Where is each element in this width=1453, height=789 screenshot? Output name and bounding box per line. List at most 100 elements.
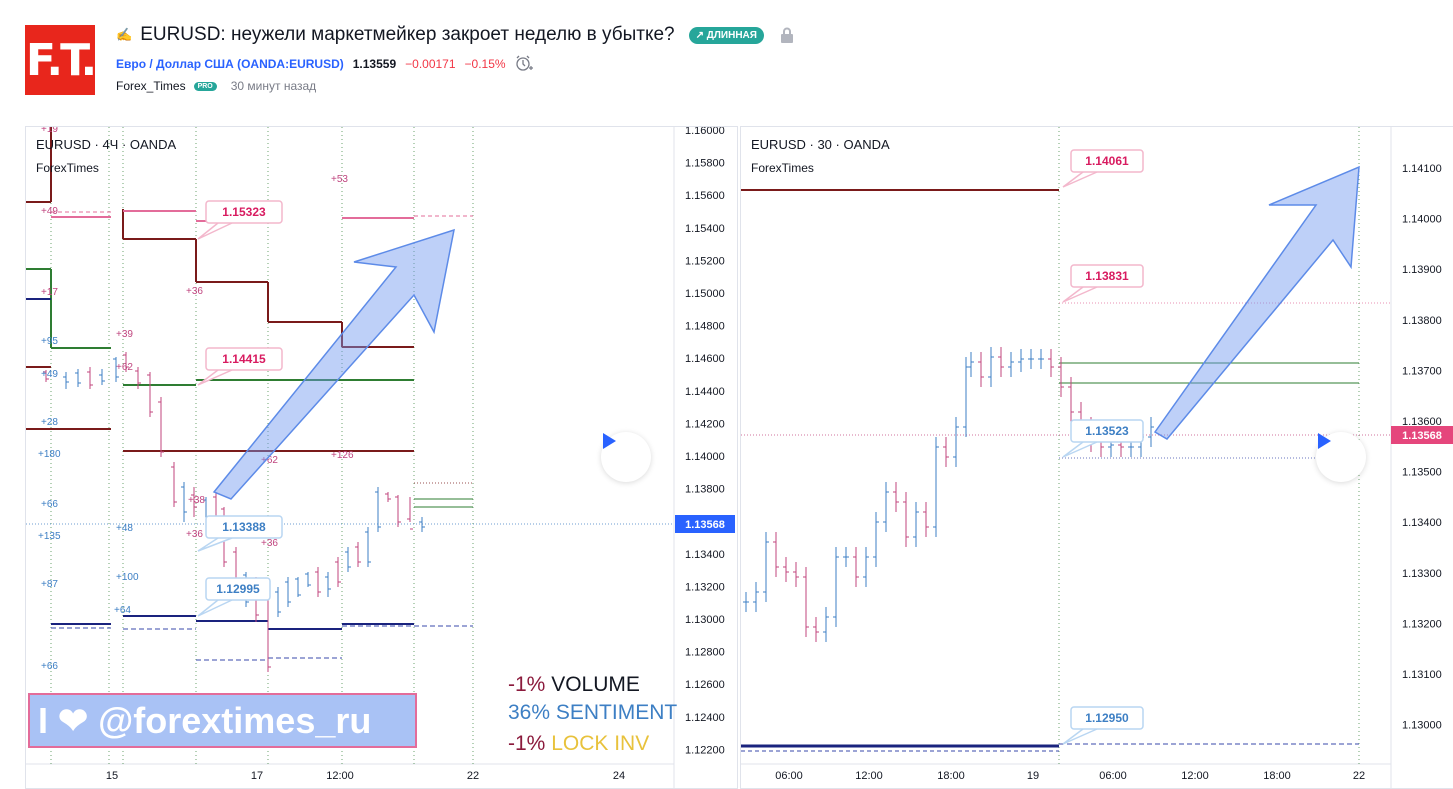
price-change: −0.00171 bbox=[405, 57, 456, 71]
time-label: 06:00 bbox=[775, 770, 803, 782]
left-chart-panel[interactable]: 1.16000 1.15800 1.15600 1.15400 1.15200 1.150… bbox=[25, 126, 738, 789]
logo-text: F.T. bbox=[25, 34, 97, 86]
callout-1-14415 bbox=[205, 347, 283, 371]
stat-lock-inv: -1% LOCK INV bbox=[508, 732, 649, 756]
volume-mark: +95 bbox=[41, 336, 58, 347]
price-tick: 1.13100 bbox=[1402, 669, 1442, 681]
callout-1-15323-tail bbox=[197, 222, 233, 240]
stat-sentiment: 36% SENTIMENT bbox=[508, 701, 677, 725]
lock-icon bbox=[780, 27, 793, 43]
callout-1-15323 bbox=[205, 200, 283, 224]
callout-1-14415-text: 1.14415 bbox=[222, 352, 266, 366]
price-tick: 1.15600 bbox=[685, 190, 725, 202]
volume-mark: +36 bbox=[261, 538, 278, 549]
price-tick: 1.13800 bbox=[1402, 315, 1442, 327]
price-change-pct: −0.15% bbox=[464, 57, 506, 71]
price-tick: 1.14100 bbox=[1402, 163, 1442, 175]
play-icon bbox=[603, 433, 616, 449]
symbol-row: Евро / Доллар США (OANDA:EURUSD) 1.13559… bbox=[116, 55, 533, 73]
time-label: 18:00 bbox=[1263, 770, 1291, 782]
callout-1-15323-text: 1.15323 bbox=[222, 205, 266, 219]
left-chart-canvas[interactable]: 1.16000 1.15800 1.15600 1.15400 1.15200 1.150… bbox=[26, 127, 737, 788]
volume-mark: +19 bbox=[41, 127, 58, 135]
play-button-left[interactable] bbox=[601, 432, 651, 482]
current-price-text: 1.13568 bbox=[1402, 430, 1442, 442]
price-tick: 1.13400 bbox=[685, 549, 725, 561]
price-tick: 1.13600 bbox=[1402, 416, 1442, 428]
callout-1-13831 bbox=[1070, 264, 1144, 288]
price-tick: 1.14800 bbox=[685, 321, 725, 333]
time-label: 15 bbox=[106, 770, 118, 782]
price-tick: 1.13800 bbox=[685, 484, 725, 496]
price-tick: 1.13000 bbox=[685, 614, 725, 626]
callout-1-13523-text: 1.13523 bbox=[1085, 424, 1129, 438]
volume-mark: +39 bbox=[116, 329, 133, 340]
callout-1-13831-tail bbox=[1062, 286, 1098, 303]
volume-mark: +17 bbox=[41, 287, 58, 298]
time-label: 19 bbox=[1027, 770, 1039, 782]
long-badge: ↗ ДЛИННАЯ bbox=[688, 26, 764, 44]
symbol-link[interactable]: Евро / Доллар США (OANDA:EURUSD) bbox=[116, 57, 344, 71]
current-price-tag bbox=[675, 515, 735, 533]
publish-time: 30 минут назад bbox=[230, 79, 317, 93]
price-tick: 1.13900 bbox=[1402, 264, 1442, 276]
pro-badge: PRO bbox=[193, 81, 217, 91]
price-tick: 1.15800 bbox=[685, 158, 725, 170]
right-chart-panel[interactable]: 1.14100 1.14000 1.13900 1.13800 1.13700 1.136… bbox=[740, 126, 1453, 789]
stat-volume: -1% VOLUME bbox=[508, 673, 640, 697]
play-icon bbox=[1318, 433, 1331, 449]
time-label: 12:00 bbox=[326, 770, 354, 782]
right-indicator-name: ForexTimes bbox=[751, 161, 814, 175]
author-logo[interactable]: F.T. bbox=[25, 25, 97, 95]
callout-1-13388-text: 1.13388 bbox=[222, 520, 266, 534]
price-tick: 1.13200 bbox=[1402, 618, 1442, 630]
idea-title-row: ✍ EURUSD: неужели маркетмейкер закроет н… bbox=[116, 24, 794, 46]
callout-1-12950 bbox=[1070, 706, 1144, 730]
callout-1-12995-tail bbox=[197, 599, 233, 617]
price-tick: 1.13400 bbox=[1402, 517, 1442, 529]
callout-1-14061 bbox=[1070, 149, 1144, 173]
price-tick: 1.13700 bbox=[1402, 365, 1442, 377]
promo-banner: I ❤ @forextimes_ru bbox=[28, 693, 417, 748]
price-tick: 1.13200 bbox=[685, 581, 725, 593]
price-tick: 1.14000 bbox=[685, 451, 725, 463]
left-chart-label: EURUSD · 4Ч · OANDA bbox=[36, 137, 177, 152]
pencil-icon: ✍ bbox=[116, 27, 133, 42]
price-tick: 1.15200 bbox=[685, 255, 725, 267]
volume-mark: +62 bbox=[261, 455, 278, 466]
callout-1-14061-tail bbox=[1062, 171, 1098, 188]
play-button-right[interactable] bbox=[1316, 432, 1366, 482]
arrow-up-icon bbox=[212, 228, 455, 500]
time-label: 18:00 bbox=[937, 770, 965, 782]
stat-lock-inv-name: LOCK INV bbox=[551, 732, 650, 755]
callout-1-12995 bbox=[205, 577, 271, 601]
volume-mark: +66 bbox=[41, 499, 58, 510]
price-tick: 1.14200 bbox=[685, 418, 725, 430]
volume-mark: +53 bbox=[331, 174, 348, 185]
alarm-icon[interactable] bbox=[515, 55, 533, 73]
author-name[interactable]: Forex_Times bbox=[116, 79, 186, 93]
price-tick: 1.15400 bbox=[685, 223, 725, 235]
stat-sentiment-pct: 36% bbox=[508, 701, 551, 724]
callout-1-13523 bbox=[1070, 419, 1144, 443]
callout-1-14415-tail bbox=[197, 369, 233, 386]
volume-mark: +64 bbox=[114, 605, 131, 616]
author-row: Forex_Times PRO 30 минут назад bbox=[116, 79, 316, 93]
right-chart-canvas[interactable]: 1.14100 1.14000 1.13900 1.13800 1.13700 1.136… bbox=[741, 127, 1453, 788]
price-tick: 1.14600 bbox=[685, 353, 725, 365]
price-tick: 1.12800 bbox=[685, 647, 725, 659]
volume-mark: +180 bbox=[38, 449, 61, 460]
time-label: 12:00 bbox=[1181, 770, 1209, 782]
current-price-text: 1.13568 bbox=[685, 519, 725, 531]
volume-mark: +126 bbox=[331, 450, 354, 461]
price-tick: 1.13300 bbox=[1402, 568, 1442, 580]
volume-mark: +135 bbox=[38, 531, 61, 542]
price-tick: 1.12600 bbox=[685, 679, 725, 691]
volume-mark: +62 bbox=[116, 362, 133, 373]
callout-1-13388-tail bbox=[197, 537, 233, 552]
callout-1-12950-tail bbox=[1062, 728, 1098, 745]
volume-mark: +36 bbox=[186, 286, 203, 297]
right-chart-label: EURUSD · 30 · OANDA bbox=[751, 137, 890, 152]
volume-mark: +38 bbox=[188, 495, 205, 506]
time-label: 17 bbox=[251, 770, 263, 782]
